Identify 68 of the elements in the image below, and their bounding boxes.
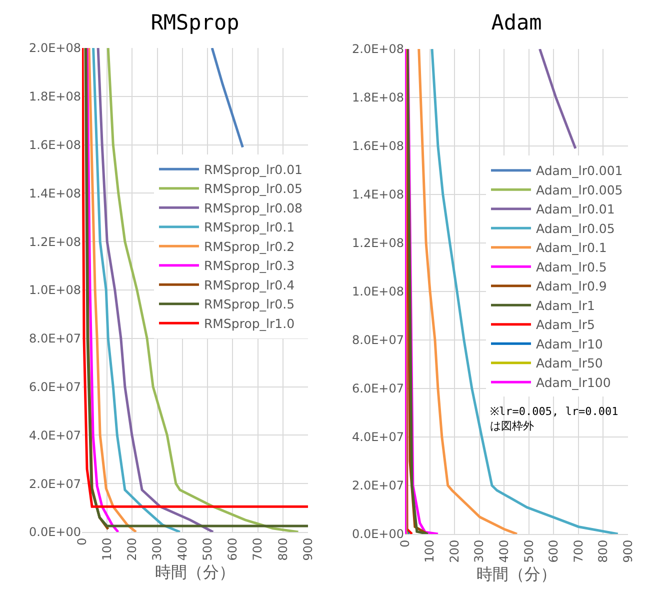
legend-label: RMSprop_lr0.4 xyxy=(204,277,295,292)
x-tick-label: 500 xyxy=(200,538,214,561)
y-tick-label: 1.2E+08 xyxy=(352,236,404,250)
legend-label: RMSprop_lr0.2 xyxy=(204,238,295,254)
y-tick-label: 2.0E+08 xyxy=(29,41,81,56)
x-tick-label: 100 xyxy=(100,538,114,561)
legend-label: RMSprop_lr0.5 xyxy=(204,296,295,312)
legend-label: Adam_lr0.9 xyxy=(536,278,607,294)
y-tick-label: 1.6E+08 xyxy=(352,139,404,154)
x-tick-label: 800 xyxy=(596,540,610,563)
x-axis-title: 時間（分） xyxy=(155,562,235,582)
annotation: ※lr=0.005, lr=0.001 は図枠外 xyxy=(490,405,618,432)
x-tick-label: 500 xyxy=(522,540,536,563)
y-tick-label: 1.6E+08 xyxy=(29,138,81,152)
y-tick-label: 8.0E+07 xyxy=(29,332,81,346)
x-tick-label: 600 xyxy=(226,538,240,561)
x-tick-label: 100 xyxy=(422,540,437,563)
x-tick-label: 900 xyxy=(300,538,315,561)
legend-label: Adam_lr0.005 xyxy=(536,182,623,198)
y-tick-label: 0.0E+00 xyxy=(352,527,404,542)
x-tick-label: 200 xyxy=(125,538,140,561)
y-tick-label: 2.0E+07 xyxy=(352,478,404,493)
legend-label: RMSprop_lr0.01 xyxy=(204,162,302,177)
legend-label: Adam_lr100 xyxy=(536,374,611,390)
x-tick-label: 200 xyxy=(447,540,462,563)
x-tick-label: 400 xyxy=(175,538,190,561)
legend-label: Adam_lr50 xyxy=(536,356,603,371)
legend-label: Adam_lr0.5 xyxy=(536,259,607,274)
legend-label: Adam_lr0.05 xyxy=(536,220,615,236)
x-tick-label: 700 xyxy=(571,540,586,563)
y-tick-label: 0.0E+00 xyxy=(29,525,81,540)
x-tick-label: 0 xyxy=(74,538,89,546)
y-tick-label: 1.0E+08 xyxy=(29,283,81,298)
chart-title: Adam xyxy=(491,10,542,34)
legend-label: RMSprop_lr0.1 xyxy=(204,220,295,235)
legend-label: Adam_lr0.1 xyxy=(536,240,607,256)
y-tick-label: 4.0E+07 xyxy=(29,428,81,442)
legend-label: Adam_lr0.001 xyxy=(536,163,623,178)
x-tick-label: 600 xyxy=(546,540,561,563)
x-tick-label: 900 xyxy=(620,540,635,563)
x-tick-label: 400 xyxy=(497,540,512,563)
x-tick-label: 700 xyxy=(250,538,265,561)
x-tick-label: 300 xyxy=(150,538,164,561)
legend-label: Adam_lr5 xyxy=(536,317,595,332)
y-tick-label: 4.0E+07 xyxy=(352,430,404,444)
y-tick-label: 2.0E+07 xyxy=(29,476,81,491)
x-tick-label: 800 xyxy=(276,538,290,561)
chart-title: RMSprop xyxy=(150,10,240,34)
y-tick-label: 1.8E+08 xyxy=(29,90,81,104)
x-axis-title: 時間（分） xyxy=(476,564,556,584)
x-tick-label: 0 xyxy=(398,540,412,548)
legend-label: Adam_lr0.01 xyxy=(536,202,615,217)
y-tick-label: 1.0E+08 xyxy=(352,284,404,299)
y-tick-label: 6.0E+07 xyxy=(352,382,404,396)
legend-label: RMSprop_lr0.08 xyxy=(204,200,303,216)
y-tick-label: 6.0E+07 xyxy=(29,380,81,394)
legend-label: RMSprop_lr0.05 xyxy=(204,181,302,196)
y-tick-label: 1.8E+08 xyxy=(352,90,404,105)
y-tick-label: 1.4E+08 xyxy=(29,186,81,200)
y-tick-label: 1.4E+08 xyxy=(352,188,404,202)
legend-label: Adam_lr1 xyxy=(536,298,595,313)
x-tick-label: 300 xyxy=(472,540,486,563)
y-tick-label: 1.2E+08 xyxy=(29,234,81,249)
y-tick-label: 2.0E+08 xyxy=(352,42,404,56)
y-tick-label: 8.0E+07 xyxy=(352,333,404,348)
legend-label: Adam_lr10 xyxy=(536,336,603,352)
legend-label: RMSprop_lr0.3 xyxy=(204,258,295,274)
legend-label: RMSprop_lr1.0 xyxy=(204,316,295,331)
